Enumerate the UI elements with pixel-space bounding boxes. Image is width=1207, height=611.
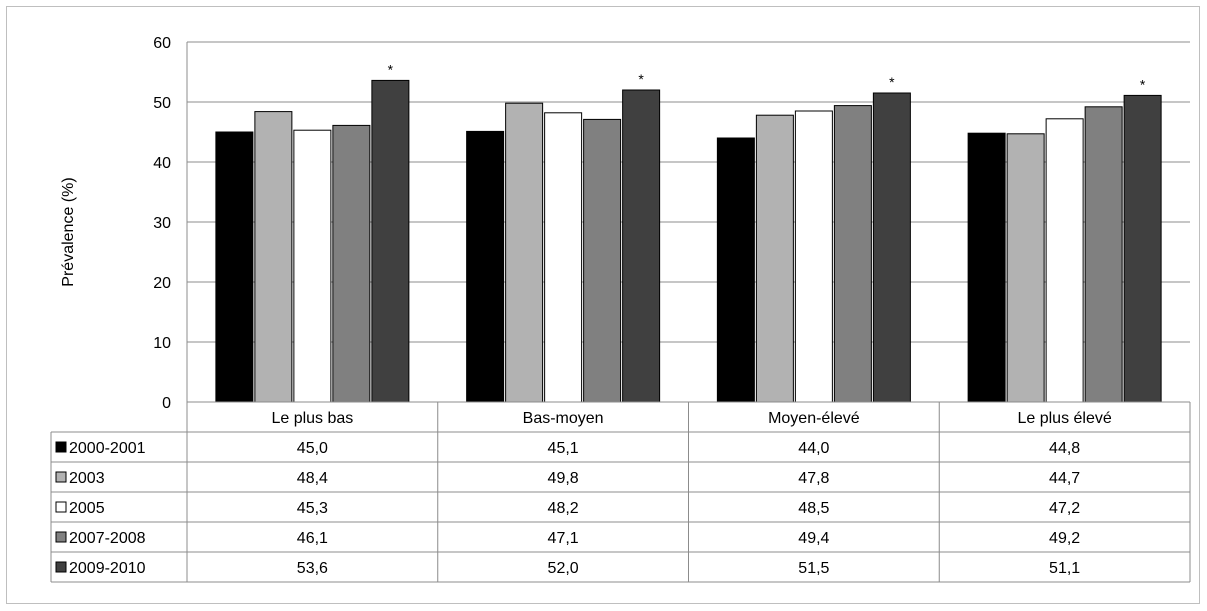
data-label: 47,8 bbox=[798, 470, 829, 487]
y-tick-label: 50 bbox=[153, 95, 171, 112]
bar bbox=[332, 124, 371, 403]
y-tick-label: 0 bbox=[162, 395, 171, 412]
bars bbox=[215, 79, 1162, 403]
category-label: Moyen-élevé bbox=[768, 410, 860, 427]
bar bbox=[1045, 118, 1084, 403]
data-label: 48,2 bbox=[548, 500, 579, 517]
bar bbox=[215, 131, 254, 403]
bar bbox=[371, 79, 410, 403]
bar bbox=[1084, 106, 1123, 403]
significance-marker: * bbox=[638, 71, 644, 87]
bar bbox=[583, 118, 622, 403]
series-name: 2005 bbox=[69, 500, 105, 517]
data-label: 47,2 bbox=[1049, 500, 1080, 517]
bar bbox=[254, 111, 293, 403]
data-label: 48,4 bbox=[297, 470, 328, 487]
legend-key bbox=[55, 501, 67, 513]
series-name: 2007-2008 bbox=[69, 530, 146, 547]
bar bbox=[466, 130, 505, 403]
data-table: Le plus bas Bas-moyen Moyen-élevé Le plus é… bbox=[50, 401, 1191, 583]
data-label: 44,0 bbox=[798, 440, 829, 457]
bar bbox=[293, 129, 332, 403]
bar bbox=[1006, 133, 1045, 403]
data-label: 44,7 bbox=[1049, 470, 1080, 487]
data-label: 49,8 bbox=[548, 470, 579, 487]
data-label: 45,0 bbox=[297, 440, 328, 457]
significance-annotations: * * * * bbox=[388, 61, 1146, 92]
y-tick-label: 40 bbox=[153, 155, 171, 172]
series-name: 2009-2010 bbox=[69, 560, 146, 577]
bar bbox=[967, 132, 1006, 403]
legend-key bbox=[55, 441, 67, 453]
y-tick-labels: 0 10 20 30 40 50 60 bbox=[153, 35, 171, 412]
data-label: 51,1 bbox=[1049, 560, 1080, 577]
data-label: 47,1 bbox=[548, 530, 579, 547]
chart-frame: Prévalence (%) 0 10 20 30 40 50 60 * * * * Le plu… bbox=[6, 6, 1200, 604]
y-tick-label: 20 bbox=[153, 275, 171, 292]
category-label: Bas-moyen bbox=[523, 410, 604, 427]
data-label: 49,2 bbox=[1049, 530, 1080, 547]
data-label: 45,1 bbox=[548, 440, 579, 457]
chart-svg: Prévalence (%) 0 10 20 30 40 50 60 * * * * Le plu… bbox=[50, 35, 1191, 583]
legend-key bbox=[55, 561, 67, 573]
series-name: 2000-2001 bbox=[69, 440, 146, 457]
legend-key bbox=[55, 531, 67, 543]
bar bbox=[833, 105, 872, 403]
y-tick-label: 10 bbox=[153, 335, 171, 352]
bar bbox=[716, 137, 755, 403]
y-axis-label: Prévalence (%) bbox=[60, 177, 77, 286]
bar bbox=[1123, 94, 1162, 403]
significance-marker: * bbox=[1140, 76, 1146, 92]
series-name: 2003 bbox=[69, 470, 105, 487]
bar bbox=[505, 102, 544, 403]
data-label: 46,1 bbox=[297, 530, 328, 547]
significance-marker: * bbox=[388, 61, 394, 77]
data-label: 53,6 bbox=[297, 560, 328, 577]
significance-marker: * bbox=[889, 74, 895, 90]
data-label: 49,4 bbox=[798, 530, 829, 547]
y-tick-label: 30 bbox=[153, 215, 171, 232]
data-label: 51,5 bbox=[798, 560, 829, 577]
category-label: Le plus élevé bbox=[1017, 410, 1111, 427]
category-label: Le plus bas bbox=[271, 410, 353, 427]
bar bbox=[872, 92, 911, 403]
bar bbox=[544, 112, 583, 403]
bar bbox=[755, 114, 794, 403]
bar bbox=[794, 110, 833, 403]
legend-key bbox=[55, 471, 67, 483]
data-label: 48,5 bbox=[798, 500, 829, 517]
data-label: 44,8 bbox=[1049, 440, 1080, 457]
data-label: 45,3 bbox=[297, 500, 328, 517]
bar bbox=[622, 89, 661, 403]
y-tick-label: 60 bbox=[153, 35, 171, 52]
data-label: 52,0 bbox=[548, 560, 579, 577]
